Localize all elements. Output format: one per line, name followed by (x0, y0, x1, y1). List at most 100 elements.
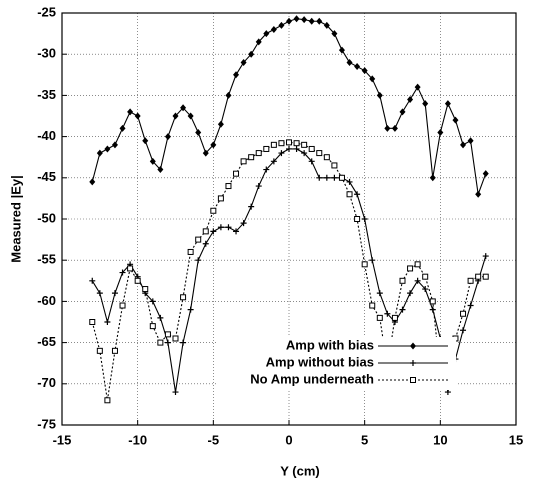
marker (437, 128, 444, 136)
marker (399, 306, 406, 313)
marker (248, 203, 255, 210)
marker (172, 335, 179, 342)
marker (331, 174, 338, 181)
marker (286, 145, 292, 152)
marker (233, 71, 240, 79)
y-axis-label: Measured |Ey| (8, 175, 23, 262)
marker (376, 314, 383, 321)
marker (414, 277, 421, 284)
marker (89, 178, 96, 186)
marker (164, 331, 171, 338)
marker (452, 116, 459, 124)
marker (482, 273, 489, 280)
marker (323, 154, 330, 161)
marker (104, 319, 111, 325)
marker (164, 133, 171, 141)
marker (111, 347, 118, 354)
y-tick-label: -55 (37, 252, 56, 267)
marker (331, 30, 338, 38)
marker (361, 216, 368, 222)
marker (316, 174, 323, 181)
x-tick-label: 10 (433, 432, 447, 447)
x-tick-label: -5 (208, 432, 220, 447)
marker (233, 228, 240, 235)
marker (149, 157, 156, 165)
series-line (91, 141, 486, 401)
marker (233, 170, 240, 177)
marker (422, 100, 429, 108)
marker (467, 277, 474, 284)
marker (149, 298, 156, 305)
marker (89, 277, 96, 284)
marker (361, 261, 368, 268)
marker (134, 277, 141, 284)
marker (127, 265, 134, 272)
marker (240, 58, 247, 66)
marker (255, 150, 262, 157)
marker (410, 377, 416, 383)
marker (467, 137, 474, 145)
marker (414, 261, 421, 268)
marker (308, 145, 315, 152)
marker (414, 83, 421, 91)
marker (369, 75, 376, 83)
marker (270, 158, 277, 165)
marker (407, 96, 414, 104)
marker (111, 141, 118, 149)
y-tick-label: -75 (37, 416, 56, 431)
marker (293, 140, 300, 147)
marker (240, 158, 247, 165)
marker (286, 139, 292, 146)
marker (225, 91, 232, 99)
marker (301, 16, 308, 24)
marker (407, 290, 414, 297)
marker (369, 257, 376, 264)
marker (119, 124, 126, 132)
marker (119, 269, 126, 276)
marker (111, 290, 118, 297)
marker (429, 174, 436, 182)
x-tick-label: -10 (128, 432, 147, 447)
marker (142, 137, 149, 145)
marker (316, 17, 323, 25)
marker (248, 154, 255, 161)
marker (195, 128, 202, 136)
marker (270, 141, 277, 148)
x-tick-label: 0 (285, 432, 292, 447)
marker (444, 100, 451, 108)
marker (338, 46, 345, 54)
marker (308, 17, 315, 25)
marker (240, 220, 247, 227)
marker (263, 145, 270, 152)
y-tick-label: -70 (37, 375, 56, 390)
marker (225, 183, 232, 190)
marker (482, 253, 489, 260)
y-tick-label: -50 (37, 210, 56, 225)
marker (263, 166, 270, 173)
marker (391, 124, 398, 132)
marker (293, 145, 300, 152)
marker (217, 120, 224, 128)
marker (301, 141, 308, 148)
marker (361, 67, 368, 75)
marker (195, 236, 202, 243)
marker (410, 342, 416, 350)
marker (255, 183, 262, 190)
y-tick-label: -30 (37, 46, 56, 61)
marker (157, 166, 164, 174)
marker (278, 21, 285, 29)
marker (354, 216, 361, 222)
marker (149, 323, 156, 330)
marker (323, 174, 330, 181)
marker (422, 286, 429, 293)
marker (278, 150, 285, 157)
marker (376, 91, 383, 99)
marker (119, 302, 126, 309)
marker (293, 15, 300, 23)
marker (202, 149, 209, 157)
marker (180, 294, 187, 301)
marker (354, 63, 361, 71)
marker (384, 124, 391, 132)
y-tick-label: -25 (37, 4, 56, 19)
marker (444, 389, 451, 396)
